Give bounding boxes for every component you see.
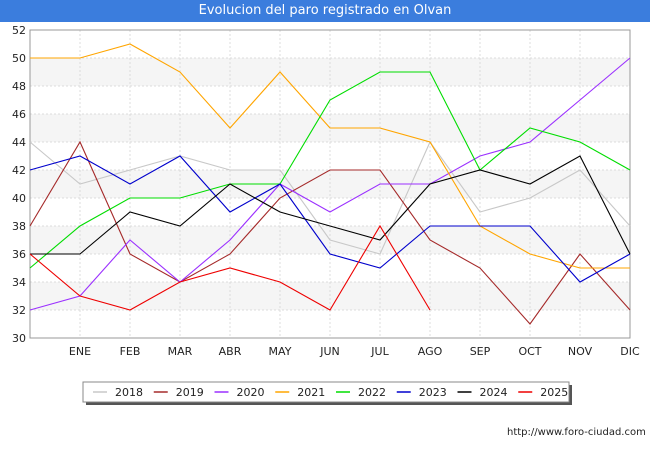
x-tick-label: FEB	[120, 345, 141, 358]
x-tick-label: OCT	[518, 345, 541, 358]
series-line-2018	[29, 140, 631, 255]
x-tick-label: DIC	[620, 345, 640, 358]
legend-label-2023: 2023	[419, 386, 447, 399]
x-tick-label: JUL	[370, 345, 389, 358]
y-tick-labels: 30 32 34 36 38 40 42 44 46 48 50 52	[12, 24, 26, 345]
y-tick-label: 42	[12, 164, 26, 177]
series-lines	[29, 43, 631, 325]
y-tick-label: 30	[12, 332, 26, 345]
x-tick-label: JUN	[319, 345, 340, 358]
legend-label-2018: 2018	[115, 386, 143, 399]
y-tick-label: 32	[12, 304, 26, 317]
y-tick-label: 52	[12, 24, 26, 37]
series-line-2022	[29, 71, 631, 269]
x-tick-label: NOV	[568, 345, 593, 358]
series-line-2019	[29, 140, 631, 325]
series-line-2025	[29, 224, 431, 311]
y-tick-label: 46	[12, 108, 26, 121]
series-line-2024	[30, 155, 631, 255]
legend-box	[82, 381, 570, 403]
y-tick-label: 44	[12, 136, 26, 149]
x-tick-label: AGO	[418, 345, 443, 358]
y-tick-label: 38	[12, 220, 26, 233]
legend-label-2025: 2025	[540, 386, 568, 399]
x-tick-label: MAR	[168, 345, 193, 358]
series-line-2023	[29, 155, 631, 283]
y-tick-label: 40	[12, 192, 26, 205]
x-tick-label: ABR	[219, 345, 242, 358]
plot-border	[29, 29, 631, 339]
legend-label-2019: 2019	[176, 386, 204, 399]
legend-label-2024: 2024	[480, 386, 508, 399]
y-tick-label: 48	[12, 80, 26, 93]
x-tick-label: SEP	[470, 345, 491, 358]
x-tick-label: ENE	[69, 345, 91, 358]
y-tick-label: 34	[12, 276, 26, 289]
source-footer: http://www.foro-ciudad.com	[507, 427, 646, 438]
x-tick-label: MAY	[269, 345, 292, 358]
y-tick-label: 36	[12, 248, 26, 261]
legend: 2018 2019 2020 2021 2022 2023 2024 2025	[82, 381, 572, 405]
chart-title: Evolucion del paro registrado en Olvan	[0, 0, 650, 22]
y-tick-label: 50	[12, 52, 26, 65]
x-tick-labels: ENE FEB MAR ABR MAY JUN JUL AGO SEP OCT NOV DIC	[69, 345, 640, 358]
series-line-2020	[29, 57, 631, 311]
legend-label-2020: 2020	[237, 386, 265, 399]
series-line-2021	[30, 43, 630, 269]
legend-label-2021: 2021	[297, 386, 325, 399]
legend-label-2022: 2022	[358, 386, 386, 399]
